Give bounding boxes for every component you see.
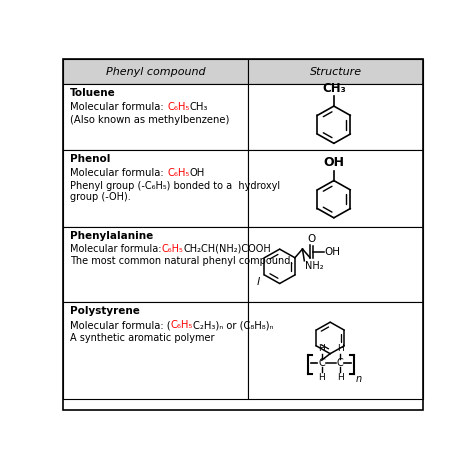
- Text: H: H: [319, 345, 325, 353]
- Text: Molecular formula:: Molecular formula:: [70, 102, 167, 112]
- Text: (Also known as methylbenzene): (Also known as methylbenzene): [70, 115, 229, 125]
- Bar: [63, 60, 248, 84]
- Text: C₂H₃)ₙ or (C₈H₈)ₙ: C₂H₃)ₙ or (C₈H₈)ₙ: [193, 320, 274, 330]
- Text: Phenol: Phenol: [70, 154, 110, 164]
- Bar: [248, 84, 423, 150]
- Bar: [63, 150, 248, 227]
- Bar: [63, 84, 248, 150]
- Text: CH₂CH(NH₂)COOH: CH₂CH(NH₂)COOH: [183, 244, 271, 254]
- Bar: [248, 60, 423, 84]
- Text: Phenyl group (-C₆H₅) bonded to a  hydroxyl: Phenyl group (-C₆H₅) bonded to a hydroxy…: [70, 181, 281, 192]
- Bar: [63, 302, 248, 399]
- Text: Molecular formula:: Molecular formula:: [70, 168, 167, 178]
- Text: Molecular formula:: Molecular formula:: [70, 244, 162, 254]
- Text: CH₃: CH₃: [322, 82, 346, 95]
- Bar: [248, 227, 423, 302]
- Text: The most common natural phenyl compound.: The most common natural phenyl compound.: [70, 256, 294, 266]
- Text: n: n: [356, 374, 362, 384]
- Bar: [248, 150, 423, 227]
- Text: CH₃: CH₃: [190, 102, 208, 112]
- Text: C: C: [319, 358, 325, 368]
- Text: OH: OH: [325, 247, 341, 257]
- Text: Structure: Structure: [310, 66, 362, 77]
- Text: C₆H₅: C₆H₅: [162, 244, 183, 254]
- Text: H: H: [319, 372, 325, 382]
- Text: C₆H₅: C₆H₅: [167, 168, 190, 178]
- Text: OH: OH: [323, 157, 344, 169]
- Text: C₆H₅: C₆H₅: [171, 320, 193, 330]
- Text: Phenyl compound: Phenyl compound: [106, 66, 206, 77]
- Text: Polystyrene: Polystyrene: [70, 306, 140, 317]
- Text: l: l: [256, 277, 259, 287]
- Text: H: H: [337, 372, 344, 382]
- Text: NH₂: NH₂: [305, 261, 324, 272]
- Text: A synthetic aromatic polymer: A synthetic aromatic polymer: [70, 332, 215, 343]
- Bar: [63, 227, 248, 302]
- Text: OH: OH: [190, 168, 205, 178]
- Bar: [248, 302, 423, 399]
- Text: Toluene: Toluene: [70, 88, 116, 98]
- Text: Molecular formula: (: Molecular formula: (: [70, 320, 171, 330]
- Text: C₆H₅: C₆H₅: [167, 102, 190, 112]
- Text: group (-OH).: group (-OH).: [70, 192, 131, 202]
- Text: Phenylalanine: Phenylalanine: [70, 231, 154, 241]
- Text: C: C: [337, 358, 344, 368]
- Text: O: O: [307, 234, 316, 244]
- Text: H: H: [337, 345, 344, 353]
